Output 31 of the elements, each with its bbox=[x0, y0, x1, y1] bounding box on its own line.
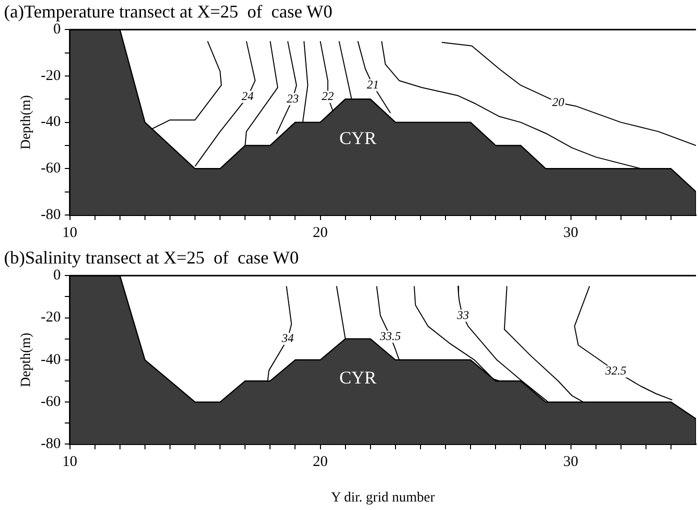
x-tick-label: 10 bbox=[62, 454, 78, 470]
series-label: 33.5 bbox=[378, 328, 401, 343]
y-tick-label: -20 bbox=[40, 310, 61, 326]
annotation: CYR bbox=[339, 128, 376, 148]
series-label: 20 bbox=[552, 94, 564, 109]
chart-title: (b)Salinity transect at X=25 of case W0 bbox=[4, 248, 299, 268]
y-tick-label: -40 bbox=[40, 114, 61, 130]
series-label: 24 bbox=[242, 88, 254, 103]
y-axis-title: Depth(m) bbox=[19, 94, 34, 150]
y-tick-label: -80 bbox=[40, 206, 61, 223]
y-axis-title: Depth(m) bbox=[19, 332, 34, 388]
y-tick-label: 0 bbox=[53, 268, 61, 284]
y-tick-label: -60 bbox=[40, 160, 61, 177]
x-tick-label: 30 bbox=[563, 224, 578, 241]
series-label: 21 bbox=[366, 77, 379, 92]
annotation: CYR bbox=[339, 368, 376, 388]
y-tick-label: 0 bbox=[53, 22, 61, 38]
y-tick-label: -60 bbox=[40, 394, 61, 410]
y-tick-label: -20 bbox=[40, 68, 61, 84]
chart-title: (a)Temperature transect at X=25 of case W0 bbox=[4, 2, 332, 22]
series-label: 22 bbox=[322, 88, 334, 103]
x-tick-label: 10 bbox=[62, 224, 78, 241]
x-tick-label: 20 bbox=[312, 224, 328, 241]
x-tick-label: 30 bbox=[563, 454, 578, 470]
y-tick-label: -40 bbox=[40, 352, 61, 368]
y-tick-label: -80 bbox=[40, 436, 61, 452]
x-tick-label: 20 bbox=[312, 454, 328, 470]
series-label: 33 bbox=[456, 308, 470, 322]
x-axis-title: Y dir. grid number bbox=[331, 490, 436, 506]
series-label: 34 bbox=[280, 330, 294, 345]
series-label: 23 bbox=[286, 91, 299, 106]
